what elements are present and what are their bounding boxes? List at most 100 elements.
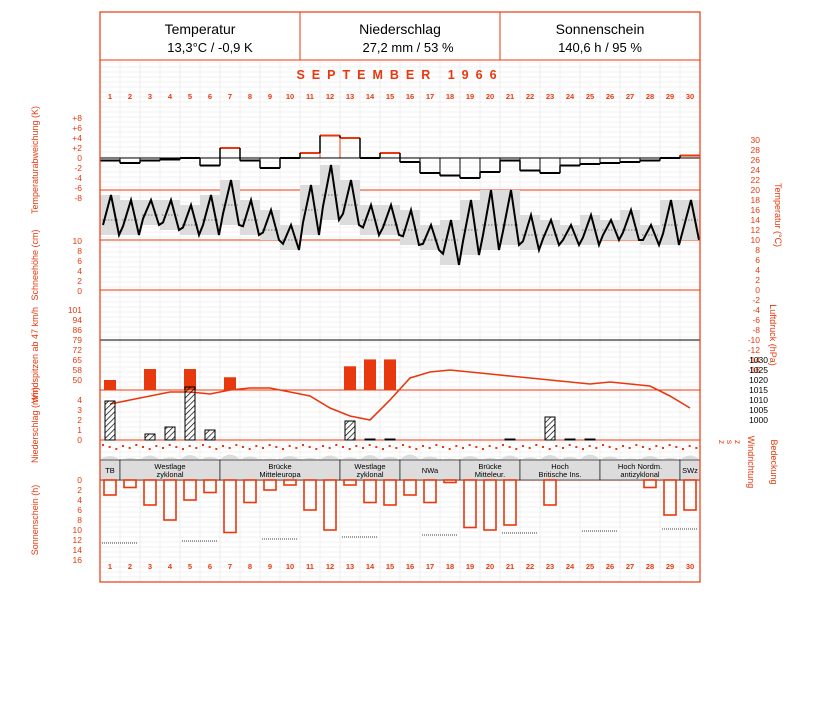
sunshine-bar [163,479,177,521]
wind-direction-dot [175,446,178,448]
temperature-range-bar [240,200,260,235]
temperature-tick: 24 [751,165,761,175]
day-label-bottom: 1 [108,562,112,571]
wind-direction-dot [362,447,364,449]
precipitation-bar [164,426,176,441]
wind-direction-dot [582,448,584,450]
sunshine-bar [483,479,497,531]
wind-gust-bar [364,359,376,390]
wind-direction-dot [282,448,284,450]
anomaly-area [419,157,441,174]
day-label-top: 16 [406,92,414,101]
wind-direction-dot [215,448,218,450]
day-label-bottom: 18 [446,562,454,571]
wind-direction-dot [428,447,431,449]
day-labels-bottom: 1 2 3 4 5 6 7 8 9 10 11 12 13 14 15 16 17 18 19 20 21 22 23 24 2… [108,562,694,571]
anomaly-area [519,157,541,171]
wind-gust-bar [184,369,196,390]
wind-direction-dot [295,447,298,449]
wind-direction-dot [575,446,578,448]
wind-direction-row [100,444,700,460]
wind-axis-title: Windspitzen ab 47 km/h [30,307,40,403]
cloud-cover-shape [140,455,160,460]
pressure-line [109,369,691,421]
temperature-range-bar [480,190,500,250]
temperature-range-bar [560,225,580,245]
wind-direction-dot [495,447,498,449]
wind-direction-dot [102,444,104,446]
day-label-top: 5 [188,92,192,101]
cloud-cover-shape [560,457,580,460]
day-label-top: 26 [606,92,614,101]
wind-direction-dot [355,445,358,447]
anomaly-area [259,157,281,169]
sun-tick: 8 [77,515,82,525]
precipitation-bar [204,429,216,441]
sunshine-bar [143,479,157,506]
day-label-bottom: 14 [366,562,375,571]
cloud-cover-shape [320,455,340,460]
day-label-bottom: 21 [506,562,514,571]
temperature-tick: 30 [751,135,761,145]
temperature-tick: 4 [755,265,760,275]
wind-direction-dot [622,445,624,447]
wind-direction-dot [522,445,524,447]
wind-direction-dot [635,444,638,446]
weather-type-sublabel: Britische Ins. [539,470,582,479]
temperature-tick: -14 [748,355,761,365]
wind-direction-dot [208,446,211,448]
wind-gust-bar [344,366,356,390]
weather-type-sublabel: antizyklonal [620,470,660,479]
temperature-tick: 26 [751,155,761,165]
wind-direction-dot [602,444,604,446]
wind-direction-dot [642,446,644,448]
precipitation-bar [104,400,116,441]
wind-direction-dot [555,445,558,447]
wind-direction-dot [268,444,271,446]
wind-direction-dot [155,445,158,447]
wind-gust-bar [144,369,156,390]
sun-axis-title: Sonnenschein (h) [30,485,40,556]
precip-tick: 3 [77,405,82,415]
sunshine-bar [423,479,437,504]
cloud-cover-shape [180,455,200,460]
day-label-top: 20 [486,92,494,101]
sunshine-bar [123,479,137,489]
temperature-range-bar [620,210,640,240]
anomaly-area [339,137,361,159]
day-label-bottom: 11 [306,562,314,571]
wind-direction-dot [335,444,338,446]
temperature-tick: 12 [751,225,761,235]
wind-direction-dot [348,448,351,450]
weather-type-label: Westlage [354,462,385,471]
pressure-tick: 1030 [749,355,768,365]
temperature-series-line [102,164,700,266]
wind-direction-dot [535,444,538,446]
cloud-cover-shape [680,455,700,460]
cloud-cover-shape [360,455,380,460]
day-label-top: 1 [108,92,112,101]
anomaly-tick: +6 [72,123,82,133]
wind-direction-dot [662,447,664,449]
temperature-range-bar [260,210,280,240]
wind-direction-dot [682,448,684,450]
day-label-bottom: 5 [188,562,192,571]
wind-tick: 94 [73,315,83,325]
sunshine-bar [103,479,117,496]
wind-direction-dot [182,448,184,450]
temperature-range-bar [600,220,620,240]
weather-type-row: TB WestlagezyklonalBrückeMitteleuropaWest… [99,459,701,481]
temperature-range-bar [120,200,140,235]
temperature-range-bar [500,190,520,245]
day-label-bottom: 12 [326,562,334,571]
precipitation-bar [584,438,596,441]
wind-direction-dot [508,446,511,448]
pressure-tick: 1010 [749,395,768,405]
day-label-top: 17 [426,92,434,101]
axis-titles: Temperaturabweichung (K) Schneehöhe (cm)… [30,106,783,555]
pressure-axis-title: Luftdruck (hPa) [768,304,778,366]
temperature-range-bar [220,180,240,225]
day-label-top: 28 [646,92,654,101]
sunshine-bar [303,479,317,511]
